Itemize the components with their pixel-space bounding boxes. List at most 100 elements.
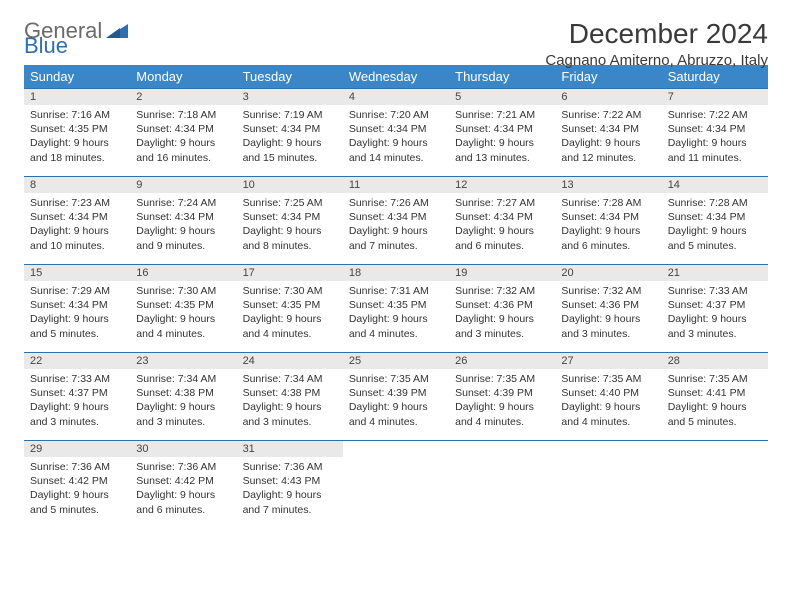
day-cell: 16Sunrise: 7:30 AMSunset: 4:35 PMDayligh… bbox=[130, 265, 236, 353]
day-number: 12 bbox=[449, 177, 555, 193]
day-content: Sunrise: 7:33 AMSunset: 4:37 PMDaylight:… bbox=[662, 281, 768, 351]
day-number: 27 bbox=[555, 353, 661, 369]
day-content: Sunrise: 7:36 AMSunset: 4:43 PMDaylight:… bbox=[237, 457, 343, 527]
day-content: Sunrise: 7:19 AMSunset: 4:34 PMDaylight:… bbox=[237, 105, 343, 175]
day-cell: 22Sunrise: 7:33 AMSunset: 4:37 PMDayligh… bbox=[24, 353, 130, 441]
day-content: Sunrise: 7:34 AMSunset: 4:38 PMDaylight:… bbox=[130, 369, 236, 439]
day-cell: 21Sunrise: 7:33 AMSunset: 4:37 PMDayligh… bbox=[662, 265, 768, 353]
day-number: 17 bbox=[237, 265, 343, 281]
day-cell: 10Sunrise: 7:25 AMSunset: 4:34 PMDayligh… bbox=[237, 177, 343, 265]
day-number: 29 bbox=[24, 441, 130, 457]
weekday-header: Thursday bbox=[449, 65, 555, 89]
day-number: 15 bbox=[24, 265, 130, 281]
day-cell: 8Sunrise: 7:23 AMSunset: 4:34 PMDaylight… bbox=[24, 177, 130, 265]
day-content: Sunrise: 7:35 AMSunset: 4:39 PMDaylight:… bbox=[449, 369, 555, 439]
day-cell: 30Sunrise: 7:36 AMSunset: 4:42 PMDayligh… bbox=[130, 441, 236, 529]
day-content: Sunrise: 7:32 AMSunset: 4:36 PMDaylight:… bbox=[449, 281, 555, 351]
week-row: 8Sunrise: 7:23 AMSunset: 4:34 PMDaylight… bbox=[24, 177, 768, 265]
empty-cell bbox=[343, 441, 449, 529]
day-content: Sunrise: 7:35 AMSunset: 4:41 PMDaylight:… bbox=[662, 369, 768, 439]
weekday-header: Monday bbox=[130, 65, 236, 89]
day-cell: 28Sunrise: 7:35 AMSunset: 4:41 PMDayligh… bbox=[662, 353, 768, 441]
day-cell: 1Sunrise: 7:16 AMSunset: 4:35 PMDaylight… bbox=[24, 89, 130, 177]
day-cell: 12Sunrise: 7:27 AMSunset: 4:34 PMDayligh… bbox=[449, 177, 555, 265]
day-content: Sunrise: 7:36 AMSunset: 4:42 PMDaylight:… bbox=[130, 457, 236, 527]
day-number: 6 bbox=[555, 89, 661, 105]
day-content: Sunrise: 7:29 AMSunset: 4:34 PMDaylight:… bbox=[24, 281, 130, 351]
weekday-header: Tuesday bbox=[237, 65, 343, 89]
day-cell: 11Sunrise: 7:26 AMSunset: 4:34 PMDayligh… bbox=[343, 177, 449, 265]
week-row: 22Sunrise: 7:33 AMSunset: 4:37 PMDayligh… bbox=[24, 353, 768, 441]
day-cell: 27Sunrise: 7:35 AMSunset: 4:40 PMDayligh… bbox=[555, 353, 661, 441]
week-row: 1Sunrise: 7:16 AMSunset: 4:35 PMDaylight… bbox=[24, 89, 768, 177]
day-content: Sunrise: 7:22 AMSunset: 4:34 PMDaylight:… bbox=[662, 105, 768, 175]
day-cell: 29Sunrise: 7:36 AMSunset: 4:42 PMDayligh… bbox=[24, 441, 130, 529]
calendar-body: 1Sunrise: 7:16 AMSunset: 4:35 PMDaylight… bbox=[24, 89, 768, 529]
day-cell: 7Sunrise: 7:22 AMSunset: 4:34 PMDaylight… bbox=[662, 89, 768, 177]
day-number: 10 bbox=[237, 177, 343, 193]
day-content: Sunrise: 7:23 AMSunset: 4:34 PMDaylight:… bbox=[24, 193, 130, 263]
calendar-table: SundayMondayTuesdayWednesdayThursdayFrid… bbox=[24, 65, 768, 529]
day-content: Sunrise: 7:28 AMSunset: 4:34 PMDaylight:… bbox=[555, 193, 661, 263]
day-number: 20 bbox=[555, 265, 661, 281]
day-number: 16 bbox=[130, 265, 236, 281]
day-content: Sunrise: 7:30 AMSunset: 4:35 PMDaylight:… bbox=[130, 281, 236, 351]
day-content: Sunrise: 7:33 AMSunset: 4:37 PMDaylight:… bbox=[24, 369, 130, 439]
day-content: Sunrise: 7:18 AMSunset: 4:34 PMDaylight:… bbox=[130, 105, 236, 175]
day-cell: 20Sunrise: 7:32 AMSunset: 4:36 PMDayligh… bbox=[555, 265, 661, 353]
day-content: Sunrise: 7:21 AMSunset: 4:34 PMDaylight:… bbox=[449, 105, 555, 175]
day-content: Sunrise: 7:32 AMSunset: 4:36 PMDaylight:… bbox=[555, 281, 661, 351]
day-number: 22 bbox=[24, 353, 130, 369]
day-cell: 26Sunrise: 7:35 AMSunset: 4:39 PMDayligh… bbox=[449, 353, 555, 441]
day-content: Sunrise: 7:34 AMSunset: 4:38 PMDaylight:… bbox=[237, 369, 343, 439]
day-number: 26 bbox=[449, 353, 555, 369]
weekday-header: Sunday bbox=[24, 65, 130, 89]
day-cell: 3Sunrise: 7:19 AMSunset: 4:34 PMDaylight… bbox=[237, 89, 343, 177]
day-number: 14 bbox=[662, 177, 768, 193]
day-cell: 6Sunrise: 7:22 AMSunset: 4:34 PMDaylight… bbox=[555, 89, 661, 177]
day-number: 3 bbox=[237, 89, 343, 105]
day-number: 24 bbox=[237, 353, 343, 369]
day-content: Sunrise: 7:36 AMSunset: 4:42 PMDaylight:… bbox=[24, 457, 130, 527]
day-number: 30 bbox=[130, 441, 236, 457]
day-number: 28 bbox=[662, 353, 768, 369]
day-number: 5 bbox=[449, 89, 555, 105]
day-number: 11 bbox=[343, 177, 449, 193]
day-number: 18 bbox=[343, 265, 449, 281]
day-cell: 4Sunrise: 7:20 AMSunset: 4:34 PMDaylight… bbox=[343, 89, 449, 177]
weekday-header: Wednesday bbox=[343, 65, 449, 89]
day-cell: 15Sunrise: 7:29 AMSunset: 4:34 PMDayligh… bbox=[24, 265, 130, 353]
day-number: 7 bbox=[662, 89, 768, 105]
day-content: Sunrise: 7:27 AMSunset: 4:34 PMDaylight:… bbox=[449, 193, 555, 263]
day-number: 1 bbox=[24, 89, 130, 105]
day-content: Sunrise: 7:16 AMSunset: 4:35 PMDaylight:… bbox=[24, 105, 130, 175]
day-content: Sunrise: 7:25 AMSunset: 4:34 PMDaylight:… bbox=[237, 193, 343, 263]
day-cell: 9Sunrise: 7:24 AMSunset: 4:34 PMDaylight… bbox=[130, 177, 236, 265]
day-cell: 18Sunrise: 7:31 AMSunset: 4:35 PMDayligh… bbox=[343, 265, 449, 353]
location-text: Cagnano Amiterno, Abruzzo, Italy bbox=[545, 52, 768, 69]
day-content: Sunrise: 7:26 AMSunset: 4:34 PMDaylight:… bbox=[343, 193, 449, 263]
day-content: Sunrise: 7:24 AMSunset: 4:34 PMDaylight:… bbox=[130, 193, 236, 263]
day-number: 9 bbox=[130, 177, 236, 193]
day-number: 21 bbox=[662, 265, 768, 281]
title-block: December 2024 Cagnano Amiterno, Abruzzo,… bbox=[545, 18, 768, 69]
day-cell: 24Sunrise: 7:34 AMSunset: 4:38 PMDayligh… bbox=[237, 353, 343, 441]
week-row: 29Sunrise: 7:36 AMSunset: 4:42 PMDayligh… bbox=[24, 441, 768, 529]
empty-cell bbox=[662, 441, 768, 529]
day-cell: 31Sunrise: 7:36 AMSunset: 4:43 PMDayligh… bbox=[237, 441, 343, 529]
day-number: 25 bbox=[343, 353, 449, 369]
day-cell: 23Sunrise: 7:34 AMSunset: 4:38 PMDayligh… bbox=[130, 353, 236, 441]
day-content: Sunrise: 7:31 AMSunset: 4:35 PMDaylight:… bbox=[343, 281, 449, 351]
day-cell: 2Sunrise: 7:18 AMSunset: 4:34 PMDaylight… bbox=[130, 89, 236, 177]
day-cell: 17Sunrise: 7:30 AMSunset: 4:35 PMDayligh… bbox=[237, 265, 343, 353]
day-number: 23 bbox=[130, 353, 236, 369]
day-cell: 19Sunrise: 7:32 AMSunset: 4:36 PMDayligh… bbox=[449, 265, 555, 353]
day-content: Sunrise: 7:30 AMSunset: 4:35 PMDaylight:… bbox=[237, 281, 343, 351]
day-content: Sunrise: 7:22 AMSunset: 4:34 PMDaylight:… bbox=[555, 105, 661, 175]
day-cell: 5Sunrise: 7:21 AMSunset: 4:34 PMDaylight… bbox=[449, 89, 555, 177]
empty-cell bbox=[449, 441, 555, 529]
day-cell: 13Sunrise: 7:28 AMSunset: 4:34 PMDayligh… bbox=[555, 177, 661, 265]
day-content: Sunrise: 7:35 AMSunset: 4:40 PMDaylight:… bbox=[555, 369, 661, 439]
day-number: 8 bbox=[24, 177, 130, 193]
day-number: 31 bbox=[237, 441, 343, 457]
